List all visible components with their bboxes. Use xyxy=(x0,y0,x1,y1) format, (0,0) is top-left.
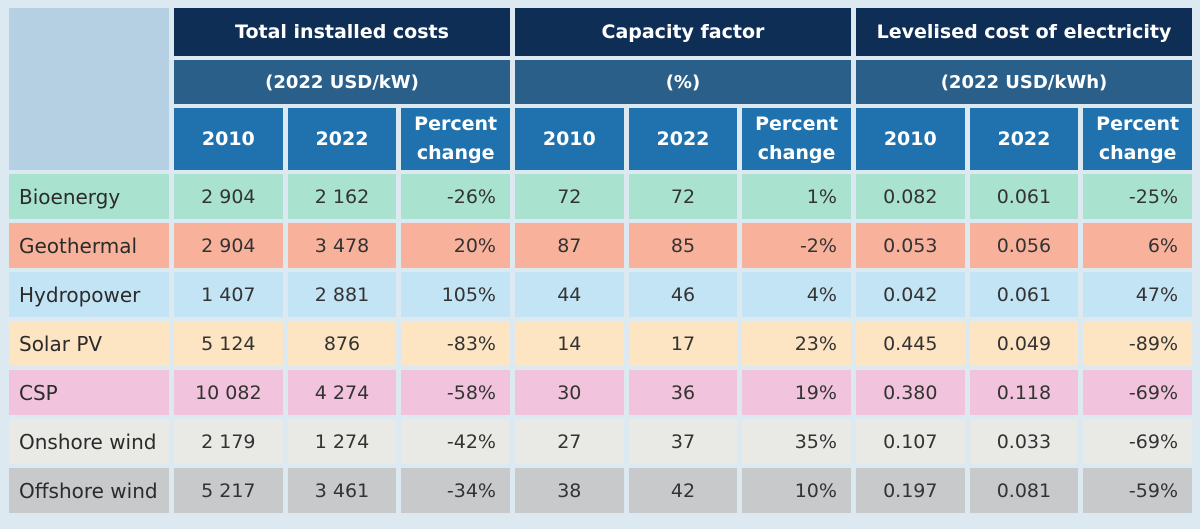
installed-cost-2022-cell: 4 274 xyxy=(287,370,397,415)
lcoe-change-cell: -25% xyxy=(1083,174,1192,219)
column-header-2022: 2022 xyxy=(628,108,738,170)
table-row: Onshore wind 2 179 1 274 -42% 27 37 35% 0.107 0.… xyxy=(9,419,1192,464)
installed-cost-2022-cell: 2 881 xyxy=(287,272,397,317)
installed-cost-2010-cell: 2 904 xyxy=(174,174,283,219)
capacity-factor-2022-cell: 85 xyxy=(628,223,738,268)
capacity-factor-change-cell: 4% xyxy=(742,272,851,317)
capacity-factor-2010-cell: 72 xyxy=(514,174,624,219)
row-label: Solar PV xyxy=(9,321,169,366)
lcoe-2010-cell: 0.042 xyxy=(855,272,965,317)
installed-cost-change-cell: -83% xyxy=(401,321,510,366)
table-row: CSP 10 082 4 274 -58% 30 36 19% 0.380 0.118 -69% xyxy=(9,370,1192,415)
capacity-factor-2010-cell: 38 xyxy=(514,468,624,513)
group-title-lcoe: Levelised cost of electricity xyxy=(855,8,1192,56)
installed-cost-2022-cell: 3 478 xyxy=(287,223,397,268)
capacity-factor-2010-cell: 14 xyxy=(514,321,624,366)
capacity-factor-2022-cell: 46 xyxy=(628,272,738,317)
lcoe-2010-cell: 0.380 xyxy=(855,370,965,415)
lcoe-change-cell: -59% xyxy=(1083,468,1192,513)
group-unit-installed-costs: (2022 USD/kW) xyxy=(174,60,510,104)
group-unit-lcoe: (2022 USD/kWh) xyxy=(855,60,1192,104)
installed-cost-change-cell: -58% xyxy=(401,370,510,415)
installed-cost-change-cell: -26% xyxy=(401,174,510,219)
table-body: Bioenergy 2 904 2 162 -26% 72 72 1% 0.082 0.061-… xyxy=(9,174,1192,513)
row-label: Hydropower xyxy=(9,272,169,317)
capacity-factor-2010-cell: 30 xyxy=(514,370,624,415)
table-row: Hydropower 1 407 2 881 105% 44 46 4% 0.042 0.061… xyxy=(9,272,1192,317)
installed-cost-change-cell: -42% xyxy=(401,419,510,464)
row-label: Onshore wind xyxy=(9,419,169,464)
capacity-factor-2022-cell: 42 xyxy=(628,468,738,513)
lcoe-2022-cell: 0.061 xyxy=(969,272,1079,317)
lcoe-change-cell: -69% xyxy=(1083,370,1192,415)
lcoe-2010-cell: 0.082 xyxy=(855,174,965,219)
installed-cost-2010-cell: 2 179 xyxy=(174,419,283,464)
capacity-factor-2022-cell: 17 xyxy=(628,321,738,366)
lcoe-change-cell: -89% xyxy=(1083,321,1192,366)
table-row: Solar PV 5 124 876 -83% 14 17 23% 0.445 0.049 -89… xyxy=(9,321,1192,366)
row-label: Geothermal xyxy=(9,223,169,268)
lcoe-2010-cell: 0.445 xyxy=(855,321,965,366)
lcoe-2010-cell: 0.197 xyxy=(855,468,965,513)
capacity-factor-change-cell: 1% xyxy=(742,174,851,219)
installed-cost-change-cell: -34% xyxy=(401,468,510,513)
column-header-percent-change: Percent change xyxy=(742,108,851,170)
table-row: Bioenergy 2 904 2 162 -26% 72 72 1% 0.082 0.061-… xyxy=(9,174,1192,219)
installed-cost-2022-cell: 3 461 xyxy=(287,468,397,513)
lcoe-2022-cell: 0.081 xyxy=(969,468,1079,513)
column-header-2022: 2022 xyxy=(969,108,1079,170)
capacity-factor-2010-cell: 87 xyxy=(514,223,624,268)
capacity-factor-2010-cell: 27 xyxy=(514,419,624,464)
capacity-factor-2010-cell: 44 xyxy=(514,272,624,317)
column-header-percent-change: Percent change xyxy=(1083,108,1192,170)
installed-cost-change-cell: 20% xyxy=(401,223,510,268)
installed-cost-2022-cell: 1 274 xyxy=(287,419,397,464)
installed-cost-2010-cell: 5 217 xyxy=(174,468,283,513)
lcoe-2022-cell: 0.049 xyxy=(969,321,1079,366)
table-corner xyxy=(9,8,169,170)
lcoe-2010-cell: 0.053 xyxy=(855,223,965,268)
lcoe-change-cell: 6% xyxy=(1083,223,1192,268)
installed-cost-2022-cell: 876 xyxy=(287,321,397,366)
lcoe-change-cell: 47% xyxy=(1083,272,1192,317)
capacity-factor-change-cell: 35% xyxy=(742,419,851,464)
installed-cost-2022-cell: 2 162 xyxy=(287,174,397,219)
column-header-2010: 2010 xyxy=(514,108,624,170)
cost-table-container: Total installed costs Capacity factor Le… xyxy=(6,6,1194,523)
installed-cost-change-cell: 105% xyxy=(401,272,510,317)
row-label: Bioenergy xyxy=(9,174,169,219)
column-header-2010: 2010 xyxy=(855,108,965,170)
lcoe-change-cell: -69% xyxy=(1083,419,1192,464)
group-unit-capacity-factor: (%) xyxy=(514,60,851,104)
capacity-factor-change-cell: -2% xyxy=(742,223,851,268)
column-header-2010: 2010 xyxy=(174,108,283,170)
lcoe-2022-cell: 0.061 xyxy=(969,174,1079,219)
capacity-factor-change-cell: 19% xyxy=(742,370,851,415)
column-header-percent-change: Percent change xyxy=(401,108,510,170)
group-title-capacity-factor: Capacity factor xyxy=(514,8,851,56)
installed-cost-2010-cell: 1 407 xyxy=(174,272,283,317)
group-title-installed-costs: Total installed costs xyxy=(174,8,510,56)
capacity-factor-2022-cell: 37 xyxy=(628,419,738,464)
installed-cost-2010-cell: 2 904 xyxy=(174,223,283,268)
row-label: Offshore wind xyxy=(9,468,169,513)
capacity-factor-2022-cell: 72 xyxy=(628,174,738,219)
lcoe-2022-cell: 0.056 xyxy=(969,223,1079,268)
installed-cost-2010-cell: 5 124 xyxy=(174,321,283,366)
lcoe-2022-cell: 0.033 xyxy=(969,419,1079,464)
installed-cost-2010-cell: 10 082 xyxy=(174,370,283,415)
lcoe-2022-cell: 0.118 xyxy=(969,370,1079,415)
capacity-factor-change-cell: 10% xyxy=(742,468,851,513)
table-row: Geothermal 2 904 3 478 20% 87 85 -2% 0.053 0.056… xyxy=(9,223,1192,268)
table-row: Offshore wind 5 217 3 461 -34% 38 42 10% 0.197 0… xyxy=(9,468,1192,513)
column-header-2022: 2022 xyxy=(287,108,397,170)
row-label: CSP xyxy=(9,370,169,415)
lcoe-2010-cell: 0.107 xyxy=(855,419,965,464)
capacity-factor-2022-cell: 36 xyxy=(628,370,738,415)
cost-table: Total installed costs Capacity factor Le… xyxy=(4,4,1197,517)
capacity-factor-change-cell: 23% xyxy=(742,321,851,366)
